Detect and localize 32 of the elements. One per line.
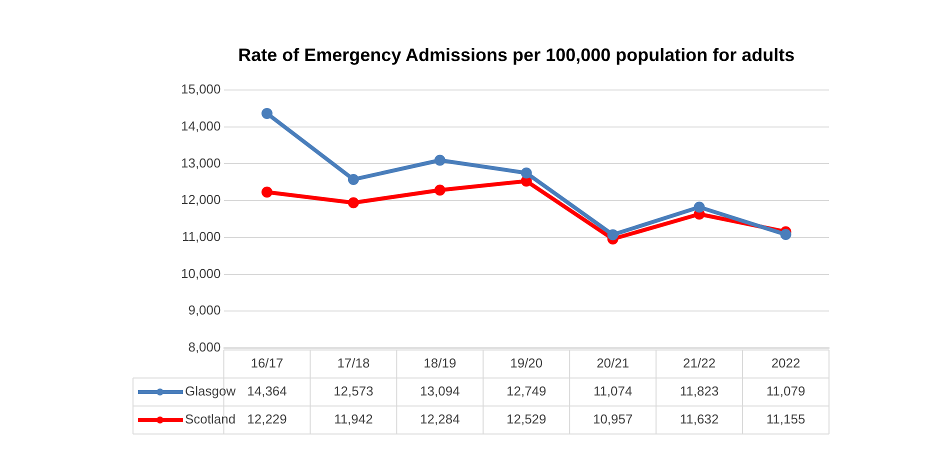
data-label: 12,573 [334,384,374,399]
x-tick-label: 19/20 [510,356,543,371]
x-tick-label: 17/18 [337,356,370,371]
y-tick-label: 9,000 [188,302,221,318]
y-tick-label: 13,000 [180,155,221,170]
y-tick-label: 15,000 [180,82,221,97]
data-label: 11,942 [334,412,373,427]
data-label: 14,364 [247,384,287,399]
data-label: 12,284 [420,412,460,427]
y-tick-label: 10,000 [180,266,221,281]
data-label: 11,632 [680,412,719,427]
data-label: 11,079 [766,384,806,399]
y-tick-label: 11,000 [182,229,221,244]
legend-label: Scotland [185,412,236,427]
data-label: 12,529 [506,412,546,427]
data-label: 11,823 [680,384,719,399]
y-tick-label: 8,000 [188,340,221,355]
x-tick-label: 21/22 [683,356,716,371]
x-tick-label: 18/19 [424,356,456,371]
data-label: 13,094 [420,384,460,399]
chart-title: Rate of Emergency Admissions per 100,000 population for adults [238,44,795,65]
y-tick-label: 14,000 [180,118,221,134]
x-tick-label: 16/17 [250,356,284,371]
data-label: 11,074 [593,384,632,399]
data-label: 10,957 [592,412,633,427]
data-label: 12,749 [506,384,546,399]
x-tick-label: 20/21 [596,356,630,371]
data-label: 11,155 [766,412,806,427]
x-tick-label: 2022 [771,356,800,371]
data-label: 12,229 [247,412,287,427]
y-tick-label: 12,000 [180,192,221,208]
legend-label: Glasgow [185,384,236,399]
